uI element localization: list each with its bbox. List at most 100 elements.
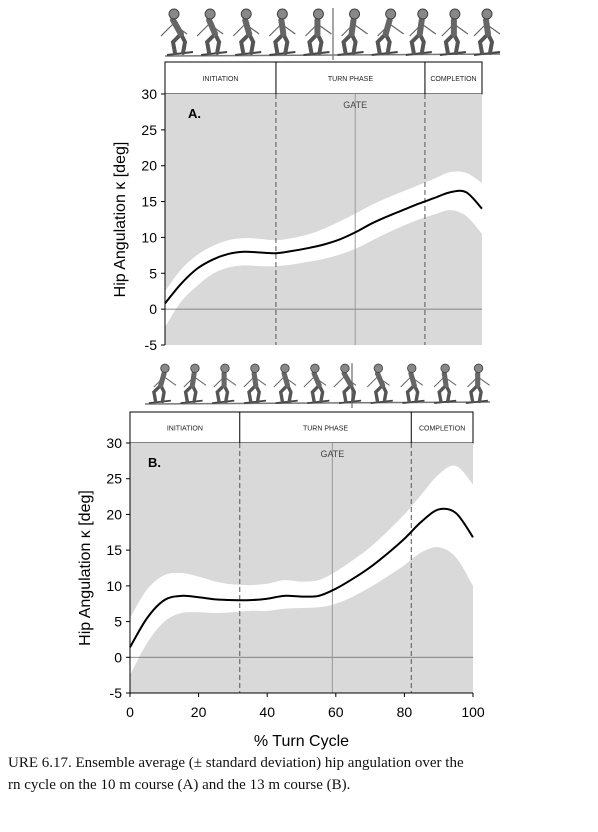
pole <box>390 24 404 34</box>
y-tick-label: -5 <box>110 685 123 701</box>
skier-figure <box>466 364 490 403</box>
skier-figure <box>244 364 266 403</box>
legs <box>309 34 321 53</box>
y-tick-label: 0 <box>149 301 157 317</box>
pole <box>367 377 377 387</box>
skier-figure <box>401 364 425 403</box>
y-axis-label: Hip Angulation κ [deg] <box>77 490 94 646</box>
head <box>277 9 287 19</box>
legs <box>173 34 185 53</box>
head <box>386 9 396 19</box>
skier-figure <box>233 9 261 55</box>
skier-figure <box>434 364 456 403</box>
pole <box>164 377 176 386</box>
x-tick-label: 40 <box>259 704 275 720</box>
pole <box>474 24 486 36</box>
ski <box>167 52 193 55</box>
phase-label: TURN PHASE <box>303 426 348 433</box>
pole <box>161 24 173 36</box>
pole <box>334 377 344 387</box>
skier-figure <box>440 9 468 55</box>
legs <box>275 34 287 53</box>
phase-label: COMPLETION <box>430 76 476 83</box>
head <box>313 9 323 19</box>
y-tick-label: 30 <box>141 86 157 102</box>
skier-figure <box>149 364 176 403</box>
plot-background <box>130 443 473 693</box>
x-tick-label: 80 <box>397 704 413 720</box>
y-tick-label: 5 <box>149 265 157 281</box>
legs <box>376 385 386 401</box>
head <box>169 9 179 19</box>
torso <box>352 20 354 34</box>
head <box>408 364 417 373</box>
head <box>474 364 483 373</box>
pole <box>434 377 444 387</box>
legs <box>186 385 196 401</box>
y-tick-label: -5 <box>145 337 158 353</box>
skier-figure <box>212 364 236 403</box>
skier-figure <box>274 364 298 403</box>
panel-label: A. <box>188 106 201 121</box>
torso <box>281 20 283 34</box>
gate-label: GATE <box>343 100 367 110</box>
skier-figure <box>372 9 404 55</box>
skier-figure <box>338 9 368 55</box>
ski <box>235 52 261 55</box>
pole <box>422 24 436 34</box>
skier-figure <box>161 9 193 55</box>
head <box>441 364 450 373</box>
skier-figure <box>304 364 330 403</box>
y-axis-label: Hip Angulation κ [deg] <box>112 142 129 298</box>
ski <box>201 52 227 55</box>
head <box>482 9 492 19</box>
caption-line-1: URE 6.17. Ensemble average (± standard d… <box>8 752 592 774</box>
head <box>221 364 230 373</box>
legs <box>249 385 259 401</box>
y-tick-label: 10 <box>141 229 157 245</box>
legs <box>207 34 219 53</box>
skier-figure <box>474 9 500 55</box>
x-tick-label: 60 <box>328 704 344 720</box>
y-tick-label: 15 <box>106 542 122 558</box>
x-tick-label: 100 <box>461 704 485 720</box>
panel-label: B. <box>148 455 161 470</box>
phase-label: COMPLETION <box>419 426 465 433</box>
legs <box>480 34 492 53</box>
y-tick-label: 20 <box>141 158 157 174</box>
legs <box>408 385 418 401</box>
figure-caption: URE 6.17. Ensemble average (± standard d… <box>8 752 592 796</box>
torso <box>420 20 422 34</box>
skier-figure <box>303 9 331 55</box>
skier-figure <box>367 364 393 403</box>
skier-figure <box>181 364 207 403</box>
head <box>450 9 460 19</box>
y-tick-label: 25 <box>141 122 157 138</box>
pole <box>233 24 245 36</box>
pole <box>354 24 368 34</box>
pole <box>244 377 254 387</box>
head <box>281 364 290 373</box>
torso <box>444 373 446 385</box>
skier-sequence-top-icon <box>161 8 500 60</box>
head <box>350 9 360 19</box>
head <box>205 9 215 19</box>
ski <box>181 401 203 404</box>
caption-line-2: rn cycle on the 10 m course (A) and the … <box>8 774 592 796</box>
pole <box>197 24 209 36</box>
head <box>311 364 320 373</box>
skier-sequence-bottom-icon <box>145 363 490 408</box>
skier-figure <box>197 9 227 55</box>
legs <box>446 34 458 53</box>
ski <box>149 401 171 404</box>
x-axis-label: % Turn Cycle <box>254 733 349 750</box>
pole <box>194 377 206 386</box>
